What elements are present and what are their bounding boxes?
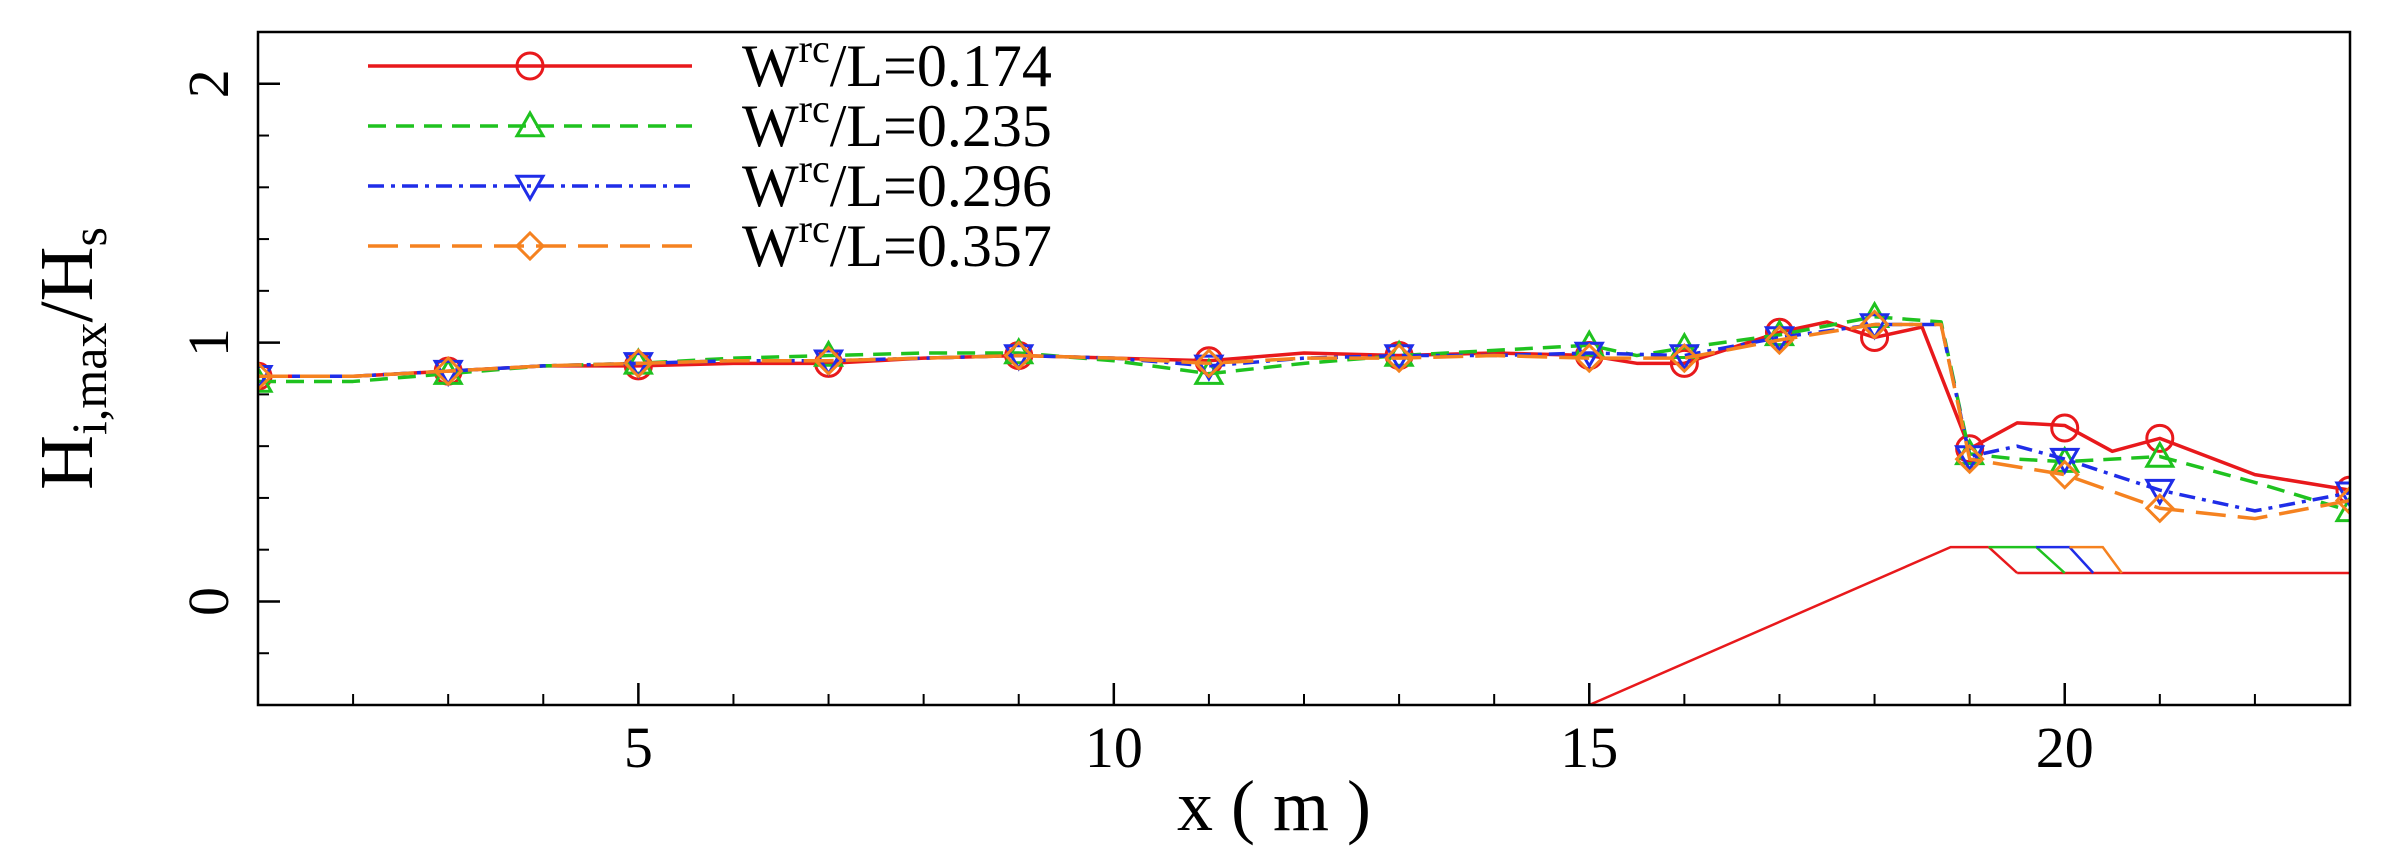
plot-frame — [256, 30, 2352, 707]
data-point — [1193, 348, 1225, 379]
legend-entry: Wrc/L=0.296 — [368, 146, 1052, 219]
legend: Wrc/L=0.174Wrc/L=0.235Wrc/L=0.296Wrc/L=0… — [368, 26, 1052, 279]
legend-label: Wrc/L=0.296 — [742, 146, 1052, 219]
series-group — [258, 317, 2350, 505]
legend-marker — [514, 174, 546, 203]
data-point — [2144, 440, 2176, 468]
data-point — [2334, 485, 2350, 516]
bathymetry-line — [2036, 545, 2095, 574]
series-group — [258, 313, 2350, 513]
x-axis-label: x ( m ) — [1177, 766, 1371, 846]
data-point — [622, 352, 654, 380]
data-point — [2145, 423, 2175, 453]
data-point — [2334, 494, 2350, 523]
data-point — [1383, 343, 1415, 374]
axes: 5 10 15 20 0 1 2 x ( m ) Hi,max/Hs — [25, 30, 2352, 846]
data-point — [1193, 354, 1225, 382]
legend-entry: Wrc/L=0.235 — [368, 86, 1052, 159]
bathymetry-line — [1988, 545, 2066, 574]
data-point — [2049, 447, 2081, 476]
data-point — [813, 345, 844, 376]
bathymetry-profile — [1588, 545, 2350, 705]
y-axis-label: Hi,max/Hs — [25, 227, 117, 490]
bathymetry-line — [1588, 545, 1989, 705]
data-point — [1574, 343, 1605, 374]
x-tick-label: 5 — [624, 715, 653, 780]
data-point — [623, 348, 654, 379]
legend-marker — [515, 51, 545, 81]
data-point — [258, 361, 274, 392]
legend-label: Wrc/L=0.235 — [742, 86, 1052, 159]
legend-marker — [514, 230, 546, 262]
data-point — [1003, 336, 1035, 365]
legend-label: Wrc/L=0.174 — [742, 26, 1052, 99]
data-point — [2144, 493, 2175, 524]
data-point — [1954, 443, 1985, 475]
bathymetry-line — [2069, 545, 2123, 574]
series-line — [258, 314, 2350, 513]
data-point — [1669, 348, 1699, 378]
y-tick-label: 1 — [176, 328, 241, 357]
legend-entry: Wrc/L=0.357 — [368, 206, 1052, 279]
data-point — [1003, 340, 1034, 371]
legend-label: Wrc/L=0.357 — [742, 206, 1052, 279]
data-point — [2050, 413, 2080, 443]
data-series — [258, 300, 2350, 524]
series-line — [258, 322, 2350, 521]
series-group — [258, 309, 2350, 524]
data-point — [1859, 309, 1890, 340]
series-line — [258, 320, 2350, 492]
x-tick-label: 15 — [1560, 715, 1618, 780]
legend-marker — [514, 109, 546, 138]
bathymetry-line — [1987, 546, 2019, 574]
data-point — [2049, 459, 2080, 490]
data-point — [2335, 475, 2350, 505]
data-point — [433, 355, 464, 387]
y-tick-label: 2 — [176, 69, 241, 98]
data-point — [1669, 343, 1700, 374]
x-tick-label: 20 — [2036, 715, 2094, 780]
y-tick-label: 0 — [176, 587, 241, 616]
x-tick-label: 10 — [1085, 715, 1143, 780]
series-group — [258, 300, 2350, 523]
legend-entry: Wrc/L=0.174 — [368, 26, 1052, 99]
data-point — [2144, 478, 2176, 507]
data-point — [1764, 324, 1795, 356]
data-point — [1193, 357, 1225, 385]
